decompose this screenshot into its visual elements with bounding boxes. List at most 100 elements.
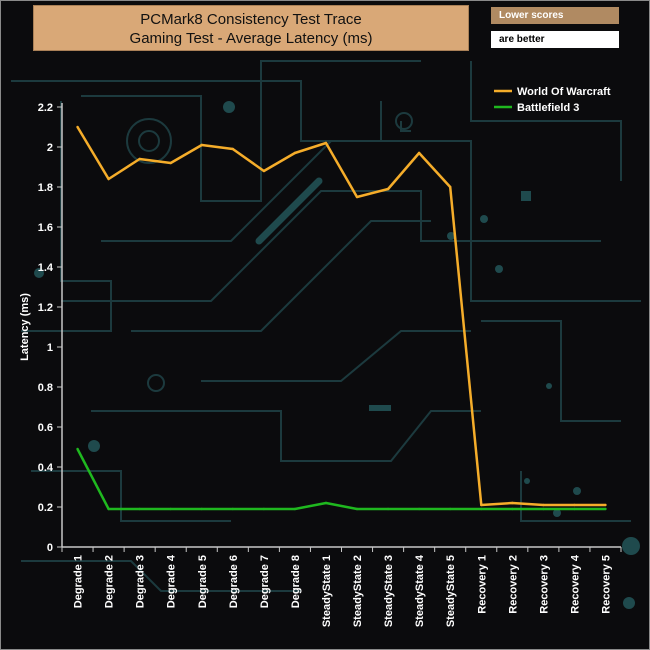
- x-tick-label: Recovery 4: [569, 554, 581, 614]
- circuit-dot: [447, 232, 455, 240]
- x-tick-label: SteadyState 5: [445, 555, 457, 627]
- data-point: [511, 507, 514, 511]
- chart-title-box: PCMark8 Consistency Test Trace Gaming Te…: [33, 5, 469, 51]
- y-tick-label: 1: [47, 342, 53, 354]
- x-tick-label: Degrade 1: [73, 555, 85, 608]
- x-tick-label: SteadyState 2: [352, 555, 364, 627]
- circuit-trace: [470, 61, 622, 181]
- data-point: [511, 501, 514, 505]
- data-point: [324, 141, 328, 145]
- data-point: [448, 185, 452, 189]
- data-point: [293, 507, 297, 511]
- data-point: [76, 447, 79, 451]
- data-point: [231, 147, 235, 151]
- legend-label: World Of Warcraft: [517, 86, 611, 98]
- data-point: [138, 157, 141, 161]
- circuit-dot: [553, 509, 561, 517]
- chart-title-line-1: PCMark8 Consistency Test Trace: [140, 11, 362, 28]
- circuit-ring: [147, 374, 165, 392]
- circuit-trace: [21, 560, 301, 592]
- data-point: [200, 143, 203, 147]
- x-tick-label: Recovery 5: [600, 555, 612, 614]
- data-point: [448, 507, 452, 511]
- y-tick-label: 2.2: [38, 102, 53, 114]
- data-point: [200, 507, 203, 511]
- data-point: [604, 507, 607, 511]
- circuit-trace: [520, 471, 631, 522]
- data-point: [355, 507, 359, 511]
- x-tick-label: Degrade 6: [228, 555, 240, 608]
- x-tick-label: SteadyState 4: [414, 554, 426, 627]
- data-point: [604, 503, 607, 507]
- circuit-trace: [61, 190, 601, 302]
- series-line-world-of-warcraft: [76, 126, 606, 507]
- note-lower-scores: Lower scores: [491, 7, 619, 24]
- circuit-trace: [11, 80, 641, 302]
- circuit-ring: [126, 118, 172, 164]
- x-tick-label: Degrade 2: [104, 555, 116, 608]
- data-point: [262, 169, 266, 173]
- circuit-dot: [223, 101, 235, 113]
- circuit-trace: [131, 220, 431, 332]
- x-tick-label: Recovery 1: [476, 555, 488, 614]
- data-point: [480, 507, 483, 511]
- data-point: [573, 507, 576, 511]
- circuit-trace: [21, 101, 112, 332]
- circuit-trace: [201, 330, 471, 382]
- chart-title-line-2: Gaming Test - Average Latency (ms): [129, 30, 373, 47]
- legend-label: Battlefield 3: [517, 102, 579, 114]
- circuit-dot: [622, 537, 640, 555]
- data-point: [355, 195, 359, 199]
- circuit-trace: [81, 60, 421, 202]
- y-tick-label: 2: [47, 142, 53, 154]
- circuit-pad: [521, 191, 531, 201]
- circuit-trace: [101, 101, 382, 242]
- y-tick-label: 0.6: [38, 422, 53, 434]
- data-point: [542, 503, 545, 507]
- circuit-dot: [573, 487, 581, 495]
- circuit-trace: [31, 470, 231, 522]
- y-tick-label: 0.8: [38, 382, 53, 394]
- data-point: [262, 507, 266, 511]
- circuit-dot: [480, 215, 488, 223]
- circuit-ring: [138, 130, 160, 152]
- data-point: [169, 161, 172, 165]
- circuit-trace: [400, 121, 411, 132]
- circuit-dot: [546, 383, 552, 389]
- circuit-dot: [495, 265, 503, 273]
- y-tick-label: 1.4: [38, 262, 54, 274]
- data-point: [231, 507, 235, 511]
- data-point: [573, 503, 576, 507]
- series-line-battlefield-3: [76, 448, 606, 511]
- x-tick-label: Recovery 3: [538, 555, 550, 614]
- data-point: [386, 187, 390, 191]
- circuit-dot: [34, 268, 44, 278]
- x-tick-label: SteadyState 1: [321, 555, 333, 627]
- data-point: [107, 177, 110, 181]
- circuit-ring: [395, 112, 413, 130]
- data-point: [417, 151, 421, 155]
- x-tick-label: Degrade 7: [259, 555, 271, 608]
- x-tick-label: Recovery 2: [507, 555, 519, 614]
- circuit-dot: [623, 597, 635, 609]
- data-point: [324, 501, 328, 505]
- circuit-trace: [481, 320, 621, 422]
- x-tick-label: Degrade 8: [290, 555, 302, 608]
- y-axis-title: Latency (ms): [19, 293, 31, 361]
- data-point: [386, 507, 390, 511]
- circuit-trace: [91, 410, 481, 462]
- circuit-dot: [88, 440, 100, 452]
- x-tick-label: Degrade 3: [135, 555, 147, 608]
- y-tick-label: 0: [47, 542, 53, 554]
- data-point: [138, 507, 141, 511]
- circuit-bus: [255, 177, 323, 245]
- data-point: [480, 503, 483, 507]
- circuit-dot: [524, 478, 530, 484]
- data-point: [417, 507, 421, 511]
- data-point: [76, 125, 79, 129]
- x-tick-label: Degrade 4: [166, 554, 178, 608]
- y-tick-label: 0.4: [38, 462, 54, 474]
